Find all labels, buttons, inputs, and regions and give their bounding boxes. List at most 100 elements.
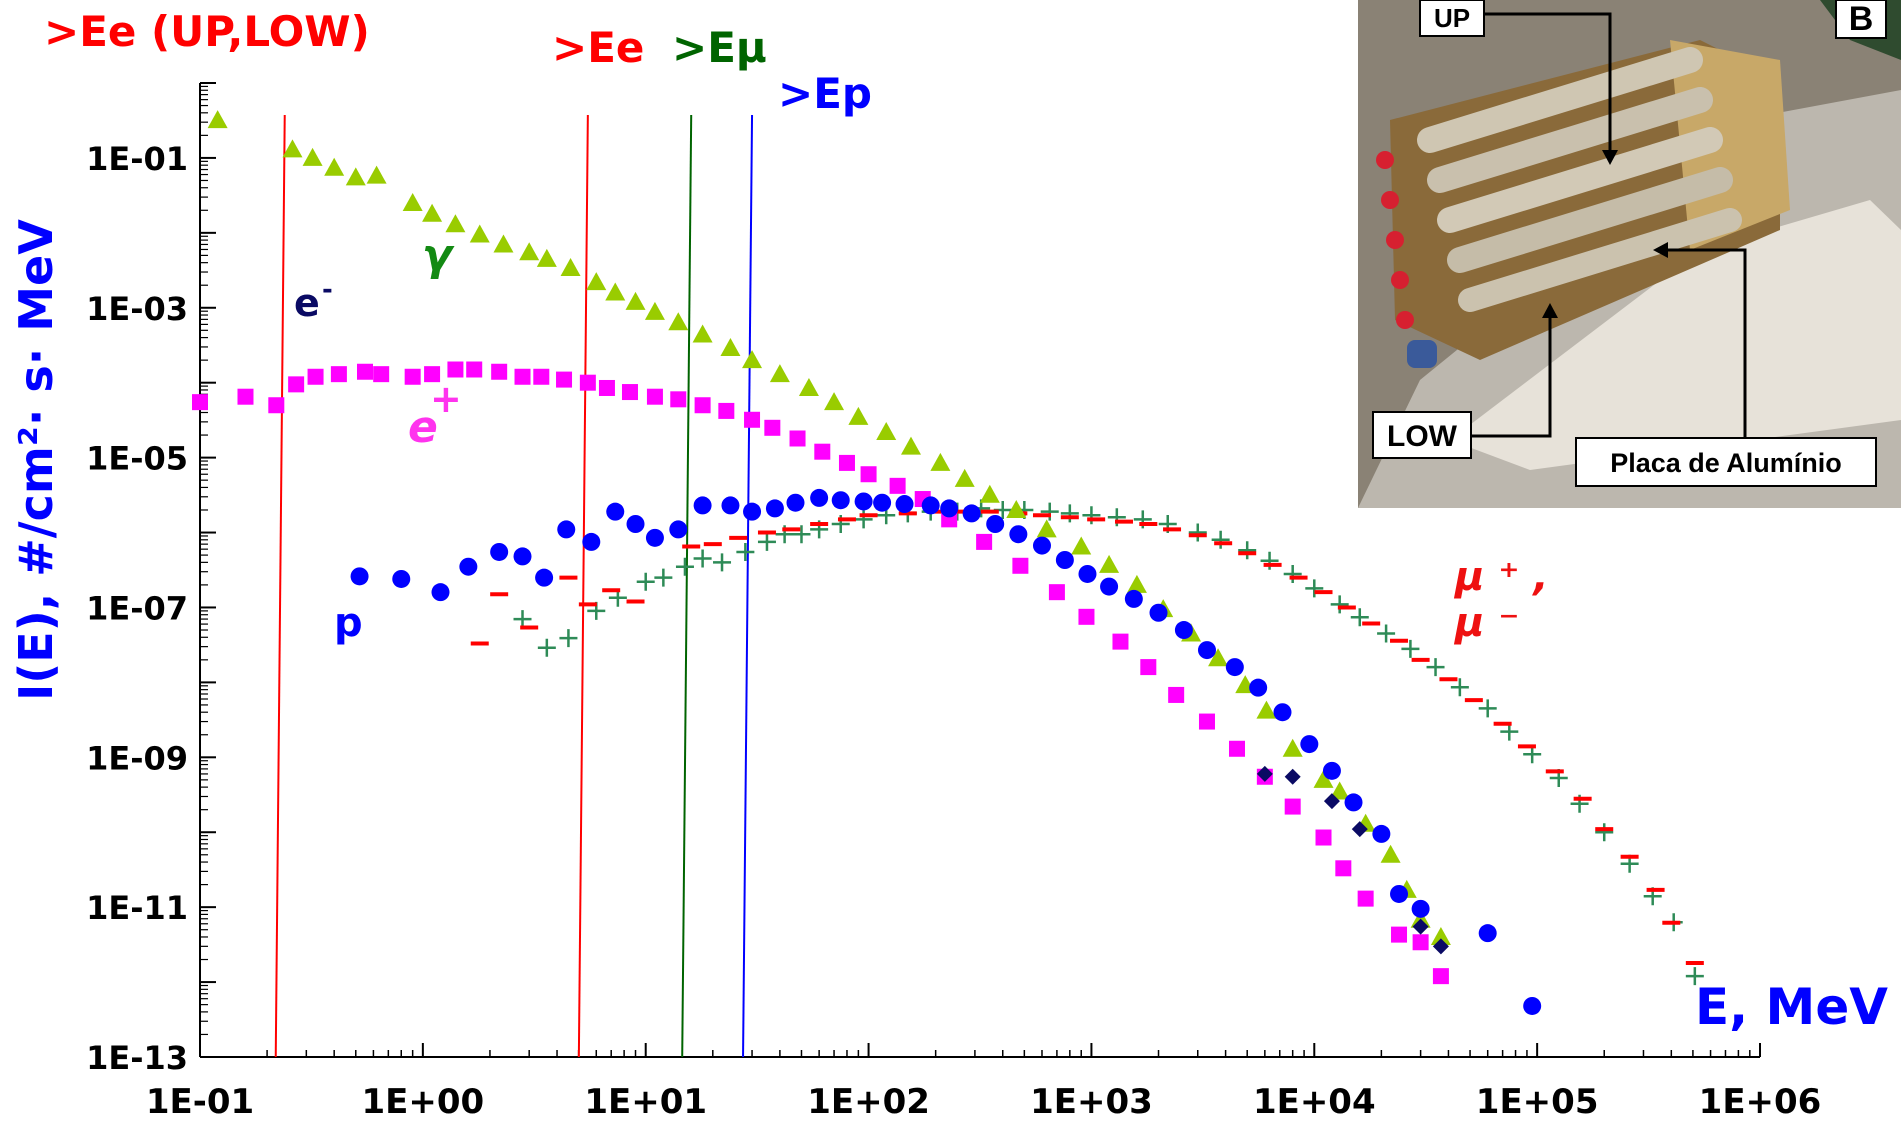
data-point-plus <box>1350 608 1369 627</box>
data-point-square <box>764 419 781 436</box>
data-point-square <box>621 384 638 401</box>
data-point-circle <box>1249 678 1268 697</box>
inset-label-plate: Placa de Alumínio <box>1610 448 1842 478</box>
data-point-diamond <box>1351 821 1368 838</box>
data-point-triangle <box>900 436 921 455</box>
data-point-circle <box>1478 924 1497 943</box>
data-point-circle <box>557 520 576 539</box>
x-axis-label: E, MeV <box>1695 978 1888 1036</box>
data-point-circle <box>986 515 1005 534</box>
data-point-square <box>556 371 573 388</box>
data-point-triangle <box>769 364 790 383</box>
data-point-square <box>1048 584 1065 601</box>
threshold-line <box>274 114 286 1058</box>
inset-label-low: LOW <box>1387 420 1458 453</box>
data-point-circle <box>1372 824 1391 843</box>
inset-corner-letter: B <box>1849 0 1874 38</box>
data-point-square <box>1012 557 1029 574</box>
data-point-diamond <box>1323 793 1340 810</box>
data-point-square <box>237 388 254 405</box>
data-point-square <box>491 363 508 380</box>
data-point-triangle <box>493 234 514 253</box>
data-point-circle <box>940 499 959 518</box>
data-point-triangle <box>876 421 897 440</box>
data-point-triangle <box>720 338 741 357</box>
x-tick-label: 1E-01 <box>146 1082 254 1122</box>
data-point-square <box>533 368 550 385</box>
data-point-square <box>860 466 877 483</box>
gamma-annotation: γ <box>422 230 455 281</box>
threshold-label: >Ep <box>778 69 872 118</box>
data-point-plus <box>1377 624 1396 643</box>
data-point-triangle <box>1430 926 1451 945</box>
detector-photo-inset: UP LOW Placa de Alumínio B <box>1358 0 1901 508</box>
data-point-circle <box>582 532 601 551</box>
data-point-square <box>514 368 531 385</box>
data-point-plus <box>1305 579 1324 598</box>
data-point-triangle <box>692 324 713 343</box>
data-point-triangle <box>345 167 366 186</box>
p-annotation: p <box>334 600 363 646</box>
data-point-square <box>330 366 347 383</box>
data-point-circle <box>721 496 740 515</box>
data-point-plus <box>1330 595 1349 614</box>
y-axis-label: I(E), #/cm²· s· MeV <box>9 219 63 701</box>
data-point-circle <box>962 504 981 523</box>
data-point-square <box>1412 934 1429 951</box>
data-point-triangle <box>422 203 443 222</box>
data-point-triangle <box>930 452 951 471</box>
data-point-square <box>598 379 615 396</box>
data-point-triangle <box>848 406 869 425</box>
data-point-circle <box>1197 641 1216 660</box>
data-point-plus <box>1082 506 1101 525</box>
data-point-circle <box>873 493 892 512</box>
data-point-triangle <box>1282 738 1303 757</box>
data-point-square <box>307 368 324 385</box>
data-point-square <box>1078 608 1095 625</box>
data-point-square <box>1112 633 1129 650</box>
y-axis-ticks: 1E-01 1E-03 1E-05 1E-07 1E-09 1E-11 1E-13 <box>86 82 216 1077</box>
data-point-square <box>789 430 806 447</box>
data-point-square <box>1140 659 1157 676</box>
data-point-square <box>718 402 735 419</box>
e-plus-superscript: + <box>430 377 462 421</box>
y-tick-label: 1E-03 <box>86 290 188 328</box>
x-tick-label: 1E+04 <box>1253 1082 1376 1122</box>
data-point-plus <box>1211 530 1230 549</box>
data-point-diamond <box>1432 938 1449 955</box>
threshold-label: >Eμ <box>672 23 767 72</box>
data-point-plus <box>792 525 811 544</box>
data-point-circle <box>1300 735 1319 754</box>
data-point-triangle <box>302 147 323 166</box>
data-point-square <box>838 454 855 471</box>
data-point-triangle <box>1256 700 1277 719</box>
data-point-square <box>1335 860 1352 877</box>
data-point-circle <box>459 557 478 576</box>
data-point-square <box>356 363 373 380</box>
x-tick-label: 1E+01 <box>584 1082 707 1122</box>
data-point-plus <box>1040 502 1059 521</box>
e-plus-annotation: e <box>408 402 438 453</box>
data-point-plus <box>654 568 673 587</box>
data-point-circle <box>1124 589 1143 608</box>
data-point-square <box>1229 740 1246 757</box>
data-point-triangle <box>324 157 345 176</box>
data-point-triangle <box>1036 519 1057 538</box>
e-minus-annotation: e <box>294 281 320 325</box>
data-point-triangle <box>282 139 303 158</box>
data-point-triangle <box>644 301 665 320</box>
data-point-circle <box>1149 603 1168 622</box>
x-tick-label: 1E+06 <box>1699 1082 1822 1122</box>
data-point-circle <box>1174 621 1193 640</box>
data-point-circle <box>743 502 762 521</box>
data-point-plus <box>736 542 755 561</box>
data-point-square <box>646 388 663 405</box>
data-point-triangle <box>605 282 626 301</box>
data-point-plus <box>1401 639 1420 658</box>
data-point-triangle <box>625 291 646 310</box>
e-minus-superscript: - <box>322 275 333 305</box>
data-point-circle <box>831 491 850 510</box>
data-point-circle <box>1273 703 1292 722</box>
data-point-triangle <box>798 377 819 396</box>
